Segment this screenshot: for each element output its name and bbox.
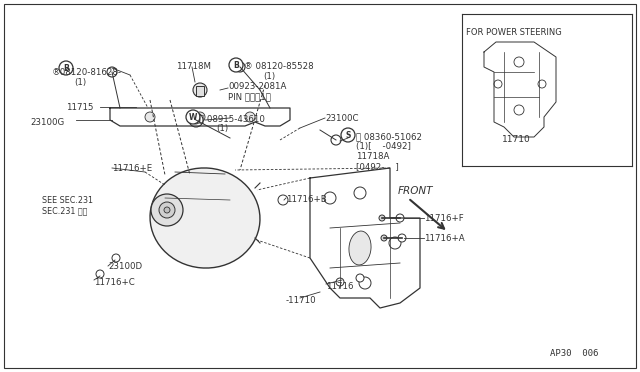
Ellipse shape <box>150 168 260 268</box>
Text: FRONT: FRONT <box>398 186 433 196</box>
Text: (1): (1) <box>216 124 228 133</box>
Text: 11715: 11715 <box>66 103 93 112</box>
Circle shape <box>96 270 104 278</box>
Text: ®08120-81628-: ®08120-81628- <box>52 68 122 77</box>
Circle shape <box>107 67 117 77</box>
Circle shape <box>538 80 546 88</box>
Text: 23100C: 23100C <box>325 114 358 123</box>
Circle shape <box>324 192 336 204</box>
Text: [0492-    ]: [0492- ] <box>356 162 399 171</box>
Text: PIN ピン（1）: PIN ピン（1） <box>228 92 271 101</box>
Circle shape <box>112 254 120 262</box>
Text: 11716+F: 11716+F <box>424 214 464 223</box>
Circle shape <box>331 135 341 145</box>
Text: SEE SEC.231: SEE SEC.231 <box>42 196 93 205</box>
Circle shape <box>356 274 364 282</box>
Bar <box>196 86 204 96</box>
Circle shape <box>235 62 245 72</box>
Text: SEC.231 参照: SEC.231 参照 <box>42 206 88 215</box>
Text: -11710: -11710 <box>286 296 317 305</box>
Text: 11716: 11716 <box>326 282 353 291</box>
Circle shape <box>514 105 524 115</box>
Circle shape <box>354 187 366 199</box>
Circle shape <box>229 58 243 72</box>
Text: (1): (1) <box>74 78 86 87</box>
Circle shape <box>398 234 406 242</box>
Text: (1)[    -0492]: (1)[ -0492] <box>356 142 411 151</box>
Circle shape <box>145 112 155 122</box>
Text: AP30  006: AP30 006 <box>550 349 598 358</box>
Circle shape <box>193 83 207 97</box>
Text: 11716+E: 11716+E <box>112 164 152 173</box>
Circle shape <box>151 194 183 226</box>
Text: 00923-2081A: 00923-2081A <box>228 82 286 91</box>
Circle shape <box>164 207 170 213</box>
Circle shape <box>192 116 200 124</box>
Text: 11718M: 11718M <box>176 62 211 71</box>
Circle shape <box>159 202 175 218</box>
Circle shape <box>396 214 404 222</box>
Circle shape <box>389 237 401 249</box>
Circle shape <box>59 61 73 75</box>
Circle shape <box>186 110 200 124</box>
Circle shape <box>494 80 502 88</box>
Text: 11716+C: 11716+C <box>94 278 135 287</box>
Circle shape <box>381 235 387 241</box>
Text: 11716+A: 11716+A <box>424 234 465 243</box>
Text: Ⓢ 08915-43610: Ⓢ 08915-43610 <box>199 114 265 123</box>
Circle shape <box>336 278 344 286</box>
Text: 11716+B: 11716+B <box>286 195 327 204</box>
Text: 23100G: 23100G <box>30 118 64 127</box>
Text: 11718A: 11718A <box>356 152 389 161</box>
Text: B: B <box>233 61 239 70</box>
Text: S: S <box>346 131 351 140</box>
Text: (1): (1) <box>263 72 275 81</box>
Circle shape <box>245 112 255 122</box>
Circle shape <box>341 128 355 142</box>
Circle shape <box>195 112 205 122</box>
Text: 11710: 11710 <box>502 135 531 144</box>
Ellipse shape <box>349 231 371 265</box>
Circle shape <box>379 215 385 221</box>
Circle shape <box>189 113 203 127</box>
Text: W: W <box>189 112 197 122</box>
Text: ® 08120-85528: ® 08120-85528 <box>244 62 314 71</box>
Text: B: B <box>63 64 69 73</box>
Circle shape <box>514 57 524 67</box>
Text: Ⓢ 08360-51062: Ⓢ 08360-51062 <box>356 132 422 141</box>
Circle shape <box>359 277 371 289</box>
Text: 23100D: 23100D <box>108 262 142 271</box>
Circle shape <box>278 195 288 205</box>
Text: FOR POWER STEERING: FOR POWER STEERING <box>466 28 562 37</box>
